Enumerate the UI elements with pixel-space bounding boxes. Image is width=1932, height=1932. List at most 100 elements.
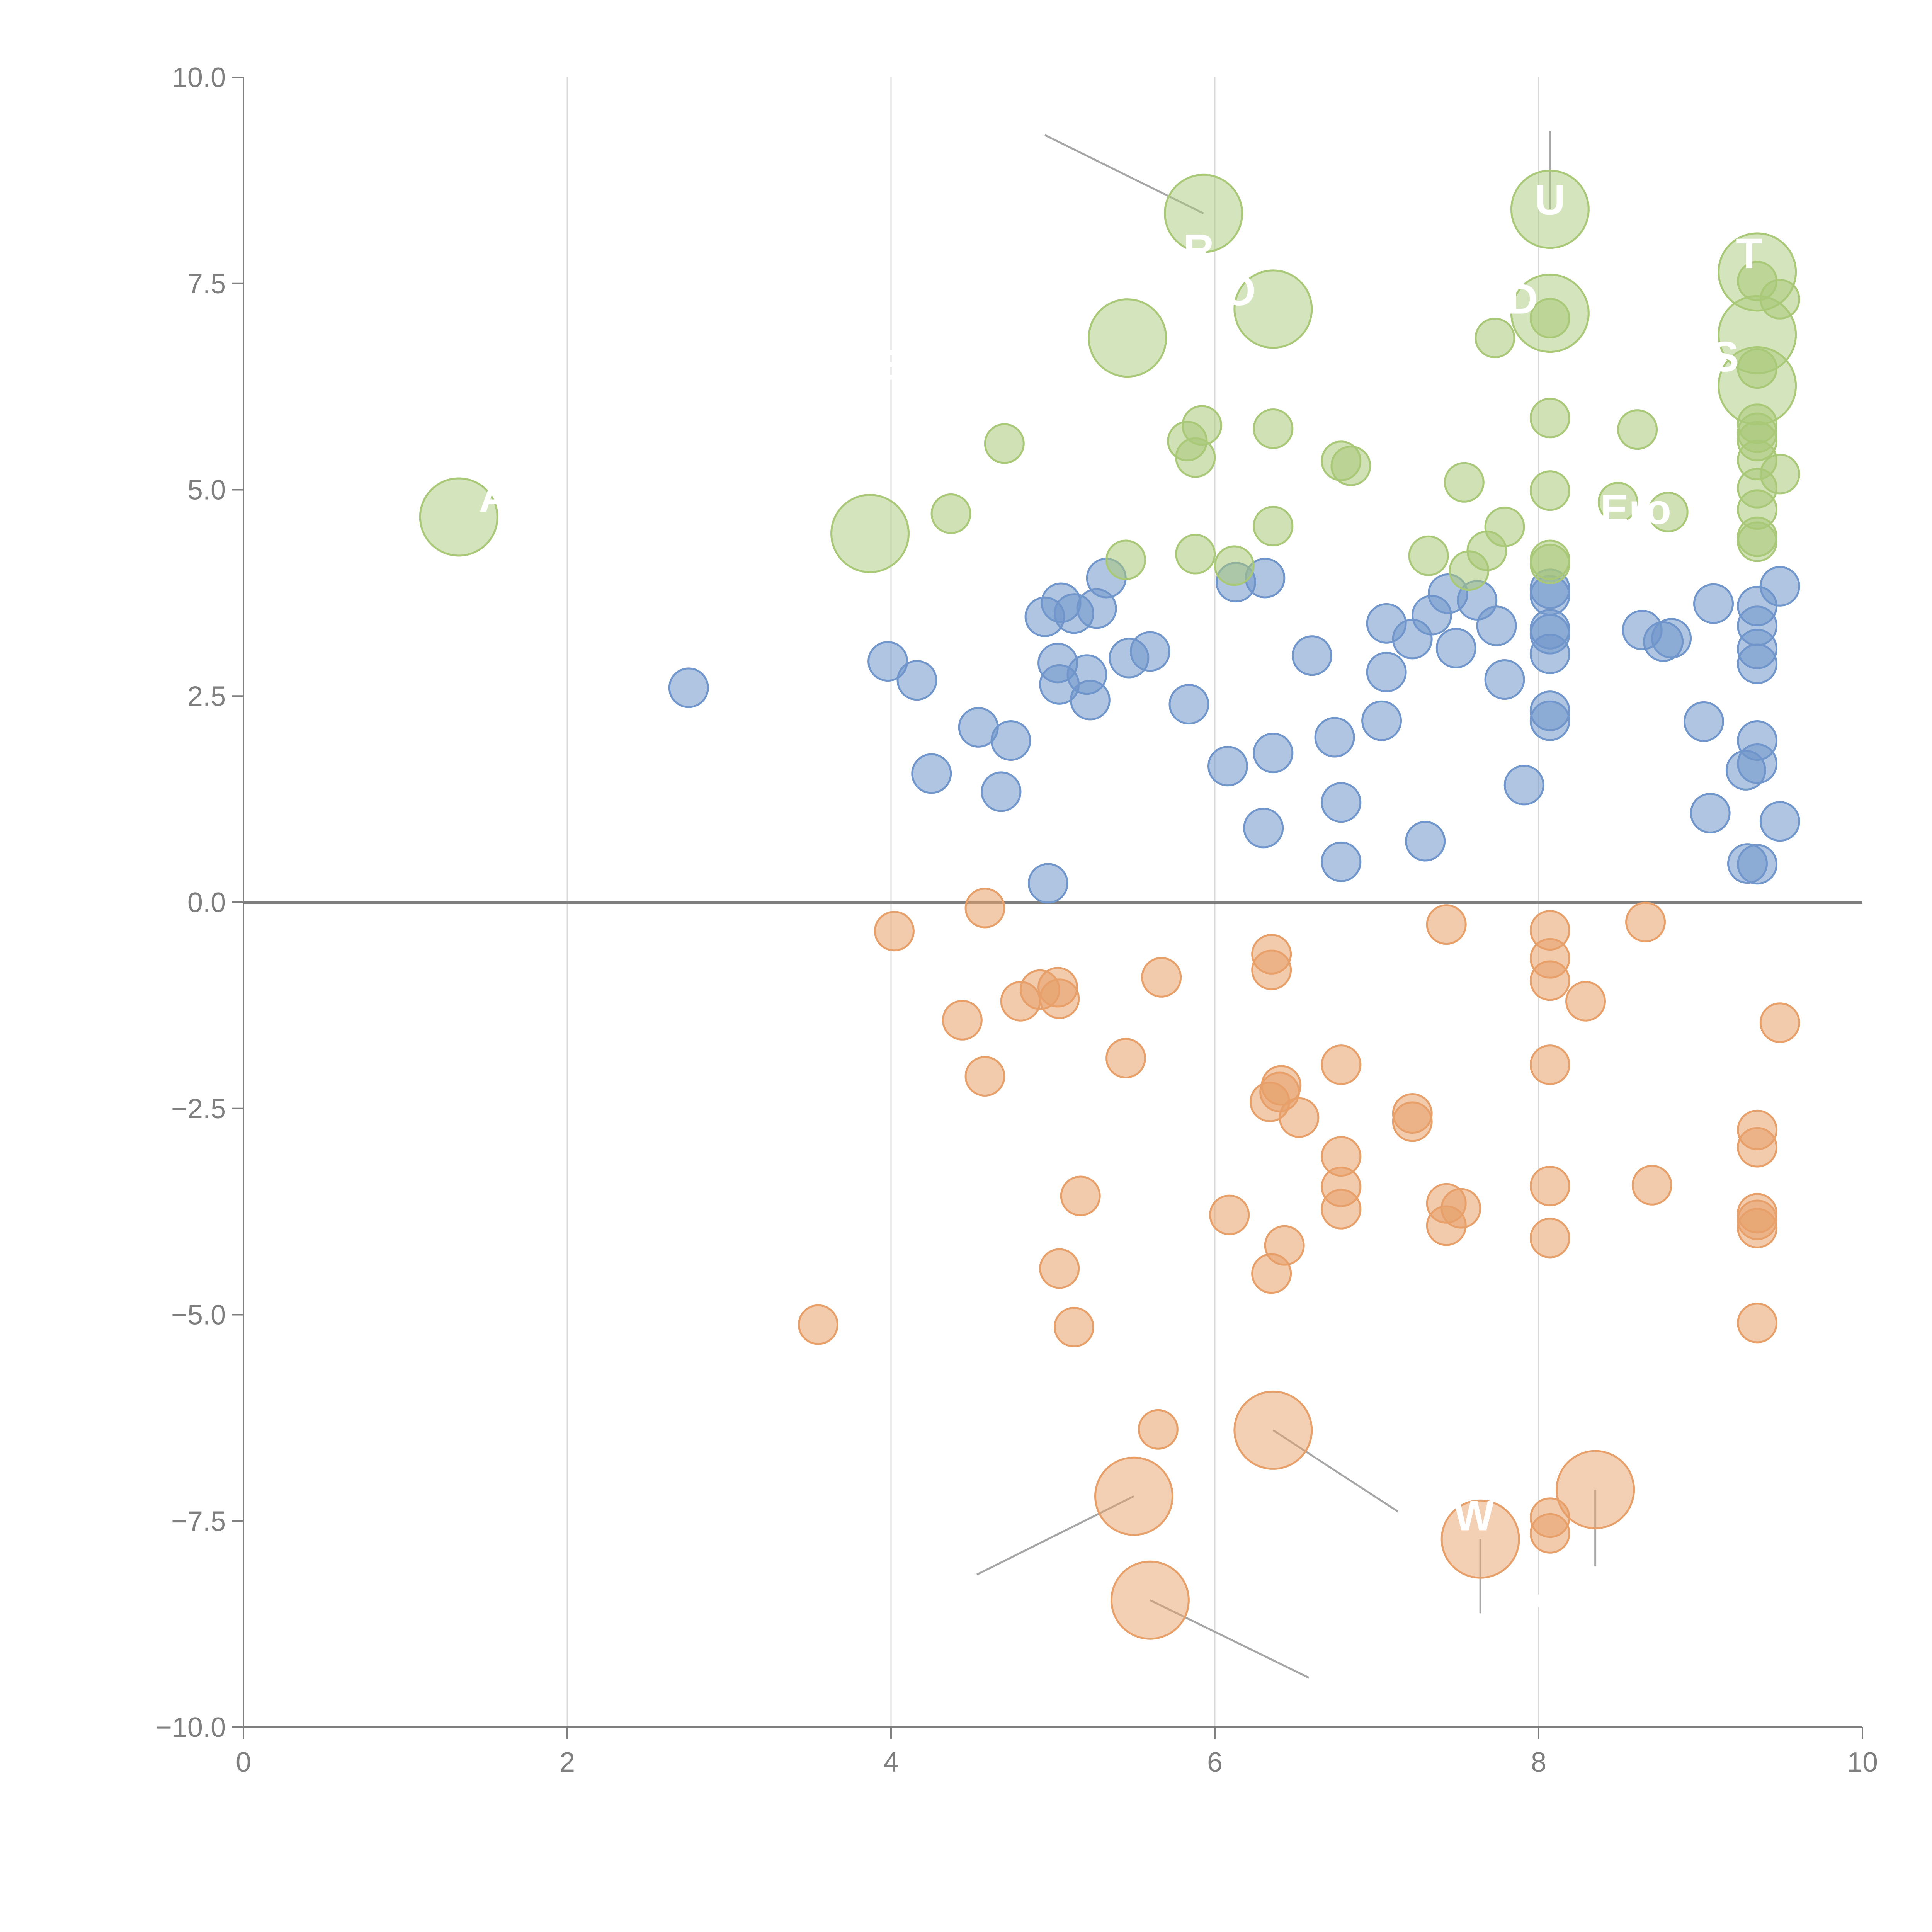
- data-point-positive-large: [1648, 492, 1689, 532]
- data-point-positive-small: [867, 641, 908, 682]
- data-point-negative: [874, 911, 915, 952]
- data-point-positive-small: [1291, 635, 1332, 676]
- y-tick-label: 0.0: [187, 887, 226, 918]
- annotation-label: N: [1313, 1670, 1344, 1717]
- data-point-negative: [1279, 1097, 1320, 1138]
- data-point-positive-large: [1214, 545, 1255, 586]
- data-point-negative: [798, 1304, 838, 1345]
- data-point-negative: [1105, 1038, 1146, 1079]
- data-point-negative: [1138, 1409, 1179, 1450]
- data-point-negative: [1039, 978, 1080, 1019]
- annotation-label: C: [1669, 366, 1699, 413]
- y-tick-label: −2.5: [171, 1094, 226, 1124]
- highlight-point: [1718, 346, 1797, 425]
- data-point-negative: [1060, 1175, 1101, 1216]
- data-point-positive-large: [1529, 398, 1570, 439]
- data-point-negative: [1631, 1165, 1672, 1206]
- annotation-label: E: [877, 341, 905, 389]
- data-point-positive-small: [1759, 801, 1800, 842]
- data-point-negative: [942, 1000, 983, 1041]
- y-tick-label: −5.0: [171, 1300, 226, 1331]
- annotation-label: T: [1736, 230, 1762, 277]
- data-point-negative: [1759, 1002, 1800, 1043]
- x-tick-label: 6: [1207, 1747, 1223, 1778]
- data-point-positive-small: [1314, 717, 1355, 758]
- x-tick-label: 8: [1531, 1747, 1546, 1778]
- data-point-positive-small: [1321, 841, 1362, 882]
- y-tick-label: −7.5: [171, 1506, 226, 1537]
- data-point-negative: [1053, 1307, 1094, 1348]
- data-point-positive-small: [896, 660, 937, 701]
- data-point-negative: [1737, 1208, 1778, 1248]
- data-point-positive-small: [1503, 765, 1544, 806]
- data-point-positive-large: [1330, 446, 1371, 486]
- y-tick-label: 10.0: [172, 62, 226, 93]
- data-point-positive-small: [1253, 733, 1294, 774]
- annotation-label: Ero: [1600, 486, 1671, 533]
- data-point-positive-large: [1175, 534, 1216, 575]
- annotation-label: U: [1535, 176, 1565, 224]
- highlight-point: [1094, 1456, 1173, 1536]
- data-point-positive-large: [1253, 408, 1294, 449]
- highlight-point: [1233, 269, 1313, 349]
- highlight-point: [1510, 274, 1590, 353]
- data-point-positive-small: [1683, 701, 1724, 742]
- annotation-label: K: [1523, 1579, 1554, 1626]
- data-point-negative: [1529, 960, 1570, 1001]
- x-tick-label: 0: [236, 1747, 251, 1778]
- data-point-negative: [1039, 1248, 1080, 1289]
- data-point-positive-small: [1070, 680, 1111, 721]
- data-point-positive-small: [1651, 618, 1692, 659]
- data-point-positive-small: [1529, 614, 1570, 655]
- data-point-negative: [1565, 981, 1606, 1022]
- x-tick-label: 2: [560, 1747, 575, 1778]
- data-point-negative: [1321, 1189, 1362, 1230]
- annotation-label: I: [1395, 1480, 1407, 1527]
- data-point-positive-small: [1529, 700, 1570, 741]
- data-point-negative: [1529, 1513, 1570, 1554]
- axis-layer: 0 2 4 6 8 10 10.0 7.5 5.0 2.5 0.0 −2.5 −5.0 −7.5 −10.0: [156, 62, 1878, 1778]
- y-tick-label: 7.5: [187, 269, 226, 299]
- data-point-positive-small: [1737, 743, 1778, 784]
- data-point-negative: [1261, 1065, 1302, 1106]
- data-point-positive-large: [1529, 544, 1570, 585]
- data-point-negative: [1529, 1165, 1570, 1206]
- data-point-negative: [1737, 1303, 1778, 1344]
- data-point-positive-small: [1361, 700, 1402, 741]
- data-point-negative: [1440, 1188, 1481, 1229]
- data-points: [419, 170, 1800, 1640]
- data-point-positive-small: [1759, 566, 1800, 607]
- highlight-point: [1556, 1450, 1635, 1529]
- data-point-positive-large: [1484, 507, 1525, 548]
- highlight-point: [1233, 1390, 1313, 1470]
- data-point-positive-large: [1253, 505, 1294, 546]
- data-point-negative: [1625, 901, 1666, 942]
- data-point-positive-large: [1105, 539, 1146, 580]
- data-point-positive-small: [1321, 782, 1362, 823]
- data-point-positive-small: [1027, 863, 1068, 904]
- data-point-positive-small: [1168, 684, 1209, 725]
- data-point-negative: [1141, 957, 1182, 998]
- data-point-negative: [1251, 949, 1292, 990]
- annotation-label: M: [906, 1562, 941, 1610]
- data-point-positive-small: [1208, 746, 1248, 787]
- highlight-point: [1110, 1560, 1190, 1640]
- data-point-positive-large: [1408, 535, 1449, 576]
- y-tick-label: −10.0: [156, 1712, 226, 1743]
- data-point-negative: [1737, 1127, 1778, 1168]
- data-point-positive-large: [1597, 482, 1638, 523]
- data-point-positive-small: [1693, 583, 1734, 624]
- data-point-positive-small: [1366, 651, 1407, 692]
- data-point-positive-large: [1444, 462, 1485, 503]
- data-point-negative: [1392, 1101, 1433, 1142]
- data-point-negative: [964, 1056, 1005, 1097]
- data-point-positive-large: [1181, 405, 1222, 446]
- data-point-positive-small: [911, 753, 952, 794]
- y-tick-label: 5.0: [187, 475, 226, 506]
- data-point-positive-small: [1484, 659, 1525, 700]
- data-point-positive-large: [1475, 318, 1515, 359]
- annotation-label: L: [805, 527, 831, 575]
- x-tick-label: 10: [1847, 1747, 1878, 1778]
- annotation-label: R: [1183, 226, 1214, 273]
